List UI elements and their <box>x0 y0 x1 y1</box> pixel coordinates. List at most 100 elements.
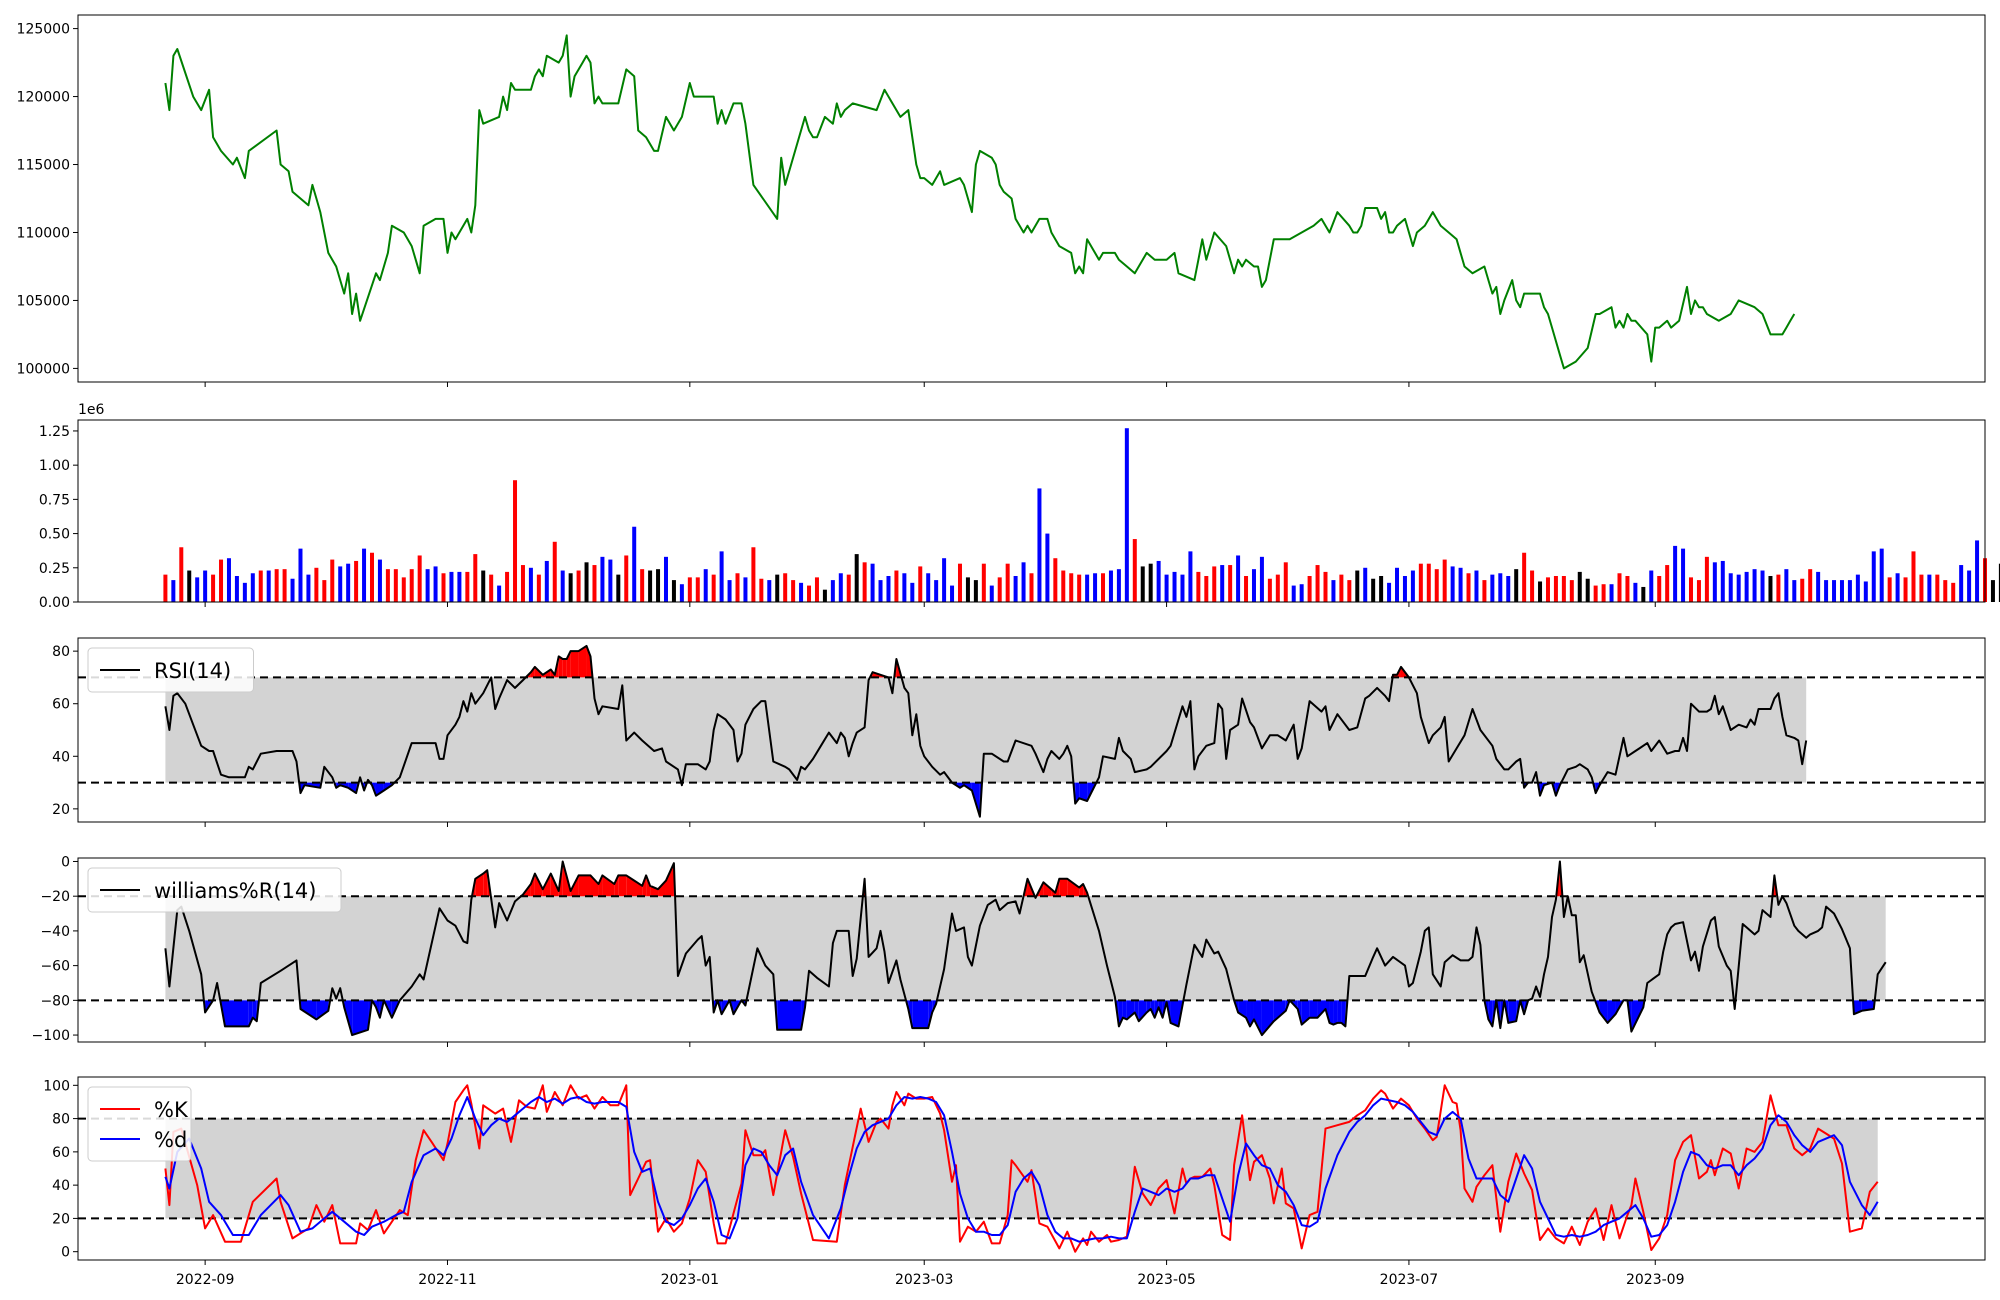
volume-bar <box>1156 560 1161 602</box>
williams-panel: −100 −80 −60 −40 −20 0 williams%R(14) <box>32 854 1986 1047</box>
volume-bar <box>346 563 351 602</box>
volume-bar <box>1514 569 1519 602</box>
volume-bar <box>719 551 724 602</box>
volume-bar <box>1935 574 1940 602</box>
volume-bar <box>918 566 923 602</box>
volume-bar <box>902 573 907 602</box>
volume-bar <box>1712 562 1717 602</box>
volume-bar <box>417 555 422 602</box>
rsi-ytick-label: 60 <box>52 697 70 713</box>
williams-ytick-label: −100 <box>32 1028 70 1044</box>
volume-bar <box>1601 584 1606 602</box>
williams-legend-box <box>87 867 342 913</box>
volume-bar <box>274 569 279 602</box>
williams-band <box>165 896 1886 1001</box>
volume-bar <box>1061 570 1066 602</box>
volume-bar <box>1164 574 1169 602</box>
volume-bar <box>1426 563 1431 602</box>
volume-bar <box>735 573 740 602</box>
volume-bar <box>1943 580 1948 602</box>
volume-bar <box>830 580 835 602</box>
volume-bar <box>338 566 343 602</box>
volume-bar <box>211 574 216 602</box>
rsi-ytick-label: 40 <box>52 749 70 765</box>
volume-bar <box>1839 580 1844 602</box>
volume-bar <box>1395 567 1400 602</box>
price-panel: 100000 105000 110000 115000 120000 125000 <box>17 14 1986 387</box>
volume-bar <box>568 573 573 602</box>
volume-bar <box>473 554 478 602</box>
volume-bar <box>505 571 510 602</box>
volume-bar <box>1585 578 1590 602</box>
volume-bar <box>1347 580 1352 602</box>
volume-bar <box>799 582 804 602</box>
williams-under-fill <box>1861 1000 1874 1011</box>
volume-bar <box>1975 540 1980 602</box>
price-axes-frame <box>77 14 1986 383</box>
volume-bar <box>910 582 915 602</box>
volume-bar <box>950 585 955 602</box>
rsi-over-fill <box>562 659 567 678</box>
volume-bar <box>322 580 327 602</box>
volume-bar <box>632 526 637 602</box>
volume-bar <box>814 577 819 602</box>
volume-bar <box>1132 539 1137 602</box>
williams-under-fill <box>1337 1000 1342 1023</box>
volume-bar <box>552 541 557 602</box>
volume-bar <box>791 580 796 602</box>
volume-bar <box>1379 576 1384 602</box>
volume-bar <box>1220 565 1225 602</box>
volume-bar <box>1617 573 1622 602</box>
williams-over-fill <box>578 875 591 897</box>
xtick-label: 2022-09 <box>176 1272 235 1288</box>
volume-bar <box>1442 559 1447 602</box>
williams-over-fill <box>626 875 643 897</box>
volume-bar <box>1069 573 1074 602</box>
volume-bar <box>1466 573 1471 602</box>
volume-bar <box>1824 580 1829 602</box>
volume-bar <box>584 562 589 602</box>
volume-bar <box>1267 578 1272 602</box>
williams-over-fill <box>650 885 659 897</box>
stochastic-series-line <box>164 1084 1879 1253</box>
williams-over-fill <box>598 875 603 897</box>
volume-bar <box>656 569 661 602</box>
rsi-axes-frame <box>77 637 1986 823</box>
williams-ytick-label: −40 <box>40 924 70 940</box>
stochastic-ytick-label: 40 <box>52 1178 70 1194</box>
volume-bar <box>1172 571 1177 602</box>
volume-bar <box>862 562 867 602</box>
volume-bar <box>306 574 311 602</box>
volume-bar <box>290 578 295 602</box>
williams-over-fill <box>590 875 599 897</box>
price-ytick-label: 120000 <box>17 90 70 106</box>
williams-under-fill <box>1122 1000 1127 1020</box>
volume-bar <box>250 573 255 602</box>
volume-bar <box>1776 574 1781 602</box>
williams-over-fill <box>475 873 484 897</box>
volume-bar <box>1561 576 1566 602</box>
volume-bar <box>226 558 231 602</box>
volume-bar <box>926 573 931 602</box>
volume-bar <box>1299 584 1304 602</box>
volume-bar <box>1124 428 1129 602</box>
volume-bar <box>1363 567 1368 602</box>
volume-bar <box>171 580 176 602</box>
xtick-label: 2023-05 <box>1137 1272 1196 1288</box>
volume-bar <box>465 571 470 602</box>
rsi-band <box>165 677 1807 783</box>
williams-under-fill <box>352 1000 369 1036</box>
price-ytick-label: 105000 <box>17 293 70 309</box>
volume-bar <box>1498 573 1503 602</box>
volume-bar <box>1371 578 1376 602</box>
volume-bar <box>1879 548 1884 602</box>
volume-bar <box>433 566 438 602</box>
volume-bar <box>1967 570 1972 602</box>
williams-under-fill <box>1126 1000 1135 1020</box>
volume-bar <box>1538 581 1543 602</box>
volume-bar <box>1490 574 1495 602</box>
williams-series-line <box>164 860 1887 1037</box>
volume-bar <box>393 569 398 602</box>
volume-bar <box>965 577 970 602</box>
williams-over-fill <box>602 875 615 897</box>
